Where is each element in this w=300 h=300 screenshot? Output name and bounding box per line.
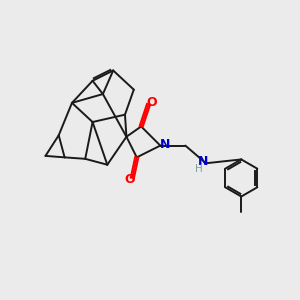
Text: O: O (147, 96, 158, 110)
Text: N: N (198, 155, 208, 168)
Text: H: H (195, 164, 203, 173)
Text: N: N (160, 138, 170, 151)
Text: O: O (124, 173, 135, 186)
